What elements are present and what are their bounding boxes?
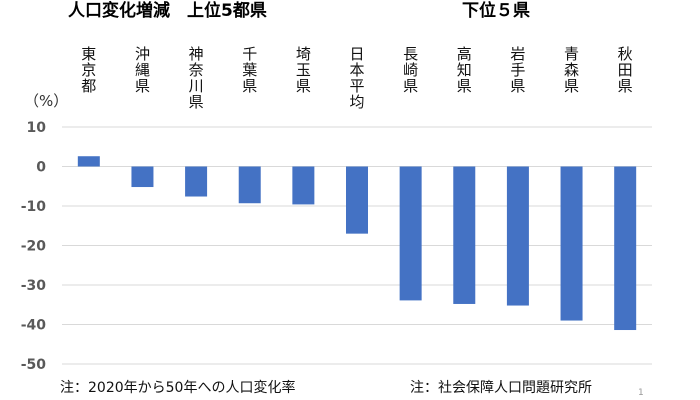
bar [238, 166, 261, 204]
category-label: 高知県 [456, 45, 472, 95]
page-number: 1 [638, 388, 644, 398]
y-axis-unit-label: （%） [24, 92, 69, 110]
bar [77, 156, 100, 167]
bar [453, 166, 476, 304]
y-tick-label: -10 [21, 199, 47, 215]
y-tick-label: -30 [21, 278, 47, 294]
bar [506, 166, 529, 306]
category-label: 秋田県 [617, 45, 633, 95]
bar [614, 166, 637, 331]
bar [346, 166, 368, 234]
category-label: 岩手県 [510, 45, 526, 95]
category-label: 神奈川県 [188, 45, 204, 111]
category-label: 東京都 [81, 45, 97, 95]
y-tick-label: -20 [21, 239, 47, 255]
bar [131, 166, 154, 188]
bar [292, 166, 315, 205]
category-label: 日本平均 [349, 45, 365, 111]
bar [399, 166, 422, 301]
y-tick-label: -50 [21, 357, 47, 373]
category-label: 沖縄県 [134, 45, 150, 95]
bar [185, 166, 208, 197]
y-tick-label: 10 [27, 120, 47, 136]
note-change-rate: 注：2020年から50年への人口変化率 [60, 380, 296, 396]
heading-bottom5: 下位５県 [462, 1, 530, 21]
category-label: 長崎県 [403, 45, 419, 95]
y-tick-label: 0 [36, 160, 46, 176]
category-label: 埼玉県 [295, 45, 311, 95]
note-source: 注：社会保障人口問題研究所 [410, 380, 592, 396]
bar [560, 166, 583, 321]
category-label: 千葉県 [242, 45, 258, 95]
category-label: 青森県 [564, 45, 580, 95]
y-tick-label: -40 [21, 318, 47, 334]
heading-top5: 人口変化増減 上位5都県 [68, 1, 267, 21]
